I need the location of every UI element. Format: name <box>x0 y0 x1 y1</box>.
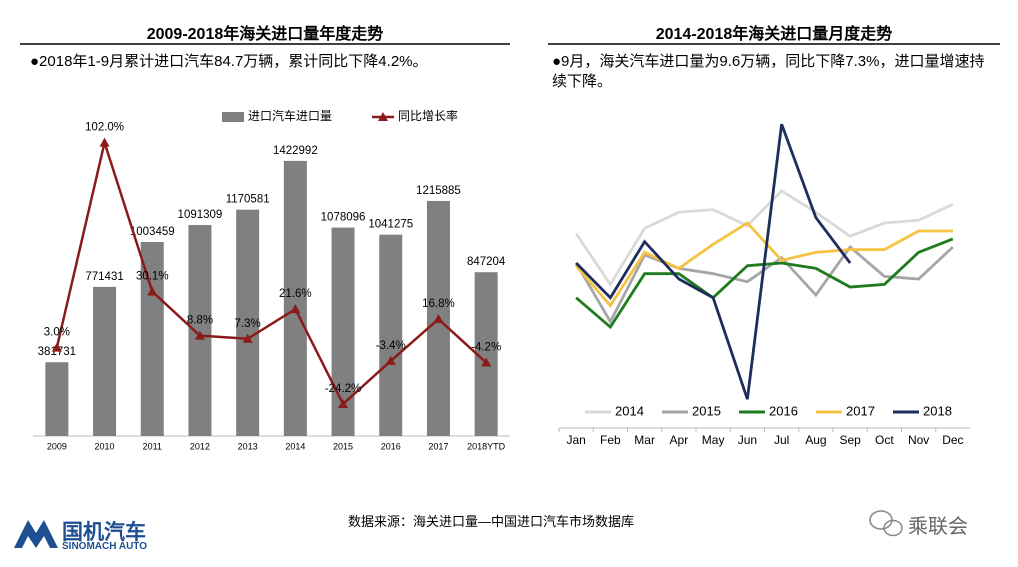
legend-label: 2015 <box>692 403 721 418</box>
rate-label: 102.0% <box>85 122 124 134</box>
bar-label: 1078096 <box>321 212 366 224</box>
bar-label: 1091309 <box>178 209 223 221</box>
rate-marker <box>338 398 349 408</box>
x-tick-label: 2010 <box>95 441 115 451</box>
legend-swatch <box>378 112 388 121</box>
legend-label: 2014 <box>615 403 644 418</box>
bar <box>140 241 164 436</box>
rate-label: 30.1% <box>136 271 169 283</box>
chart-subtitle: ●9月，海关汽车进口量为9.6万辆，同比下降7.3%，进口量增速持续下降。 <box>552 53 985 90</box>
legend-label: 2017 <box>846 403 875 418</box>
legend-swatch <box>222 112 244 122</box>
rate-marker <box>385 355 396 365</box>
bar <box>45 362 69 436</box>
legend-label: 进口汽车进口量 <box>248 108 332 123</box>
watermark: 乘联会 <box>908 516 968 538</box>
x-tick-label: Nov <box>908 433 929 447</box>
bar <box>331 227 355 436</box>
x-tick-label: Feb <box>600 433 621 447</box>
bar <box>474 272 498 436</box>
x-tick-label: Dec <box>942 433 963 447</box>
bar <box>379 234 403 436</box>
x-tick-label: Jun <box>738 433 757 447</box>
bar-label: 1422992 <box>273 145 318 157</box>
bar-label: 847204 <box>467 256 506 268</box>
rate-label: -3.4% <box>376 340 406 352</box>
rate-marker <box>433 314 444 324</box>
rate-label: 3.0% <box>44 327 70 339</box>
bar-label: 1003459 <box>130 226 175 238</box>
chart-title: 2009-2018年海关进口量年度走势 <box>146 26 384 43</box>
bar-label: 1170581 <box>226 194 270 206</box>
x-tick-label: Jul <box>774 433 789 447</box>
x-tick-label: 2016 <box>381 441 401 451</box>
rate-label: -4.2% <box>471 342 501 354</box>
x-tick-label: 2018YTD <box>467 441 506 451</box>
rate-marker <box>194 330 205 340</box>
x-tick-label: 2015 <box>333 441 353 451</box>
x-tick-label: Mar <box>634 433 655 447</box>
rate-marker <box>99 137 110 147</box>
chart-subtitle: ●2018年1-9月累计进口汽车84.7万辆，累计同比下降4.2%。 <box>30 53 428 70</box>
series-line <box>574 189 954 287</box>
bar <box>236 209 260 436</box>
x-tick-label: 2017 <box>428 441 448 451</box>
bar-label: 1215885 <box>416 185 461 197</box>
chart-title: 2014-2018年海关进口量月度走势 <box>655 26 893 43</box>
legend-label: 2018 <box>923 403 952 418</box>
logo-subtitle: SINOMACH AUTO <box>62 541 147 552</box>
rate-marker <box>242 333 253 343</box>
rate-label: 8.8% <box>187 315 213 327</box>
rate-marker <box>481 357 492 367</box>
x-tick-label: 2014 <box>285 441 305 451</box>
bar <box>283 160 307 436</box>
bar-label: 381731 <box>38 346 76 358</box>
x-tick-label: Apr <box>670 433 689 447</box>
x-tick-label: May <box>702 433 725 447</box>
x-tick-label: 2012 <box>190 441 210 451</box>
bar <box>188 225 212 436</box>
x-tick-label: Aug <box>805 433 826 447</box>
legend-label: 同比增长率 <box>398 108 458 123</box>
rate-marker <box>147 286 158 296</box>
series-line <box>575 123 852 400</box>
logo-name: 国机汽车 <box>62 521 146 544</box>
x-tick-label: Sep <box>839 433 861 447</box>
rate-line <box>55 137 487 407</box>
bar-label: 771431 <box>85 271 123 283</box>
rate-label: -24.2% <box>325 383 361 395</box>
wechat-icon <box>869 510 903 537</box>
x-tick-label: Oct <box>875 433 894 447</box>
rate-label: 16.8% <box>422 298 455 310</box>
source-note: 数据来源：海关进口量—中国进口汽车市场数据库 <box>348 514 635 529</box>
bar-label: 1041275 <box>368 219 413 231</box>
legend-label: 2016 <box>769 403 798 418</box>
logo-icon <box>14 520 58 548</box>
rate-marker <box>51 342 62 352</box>
x-tick-label: 2011 <box>143 441 162 451</box>
x-tick-label: Jan <box>566 433 585 447</box>
series-line <box>575 221 953 309</box>
x-tick-label: 2009 <box>47 441 67 451</box>
rate-label: 21.6% <box>279 288 312 300</box>
bar <box>93 286 117 436</box>
rate-label: 7.3% <box>235 318 261 330</box>
x-tick-label: 2013 <box>238 441 258 451</box>
rate-marker <box>290 304 301 314</box>
